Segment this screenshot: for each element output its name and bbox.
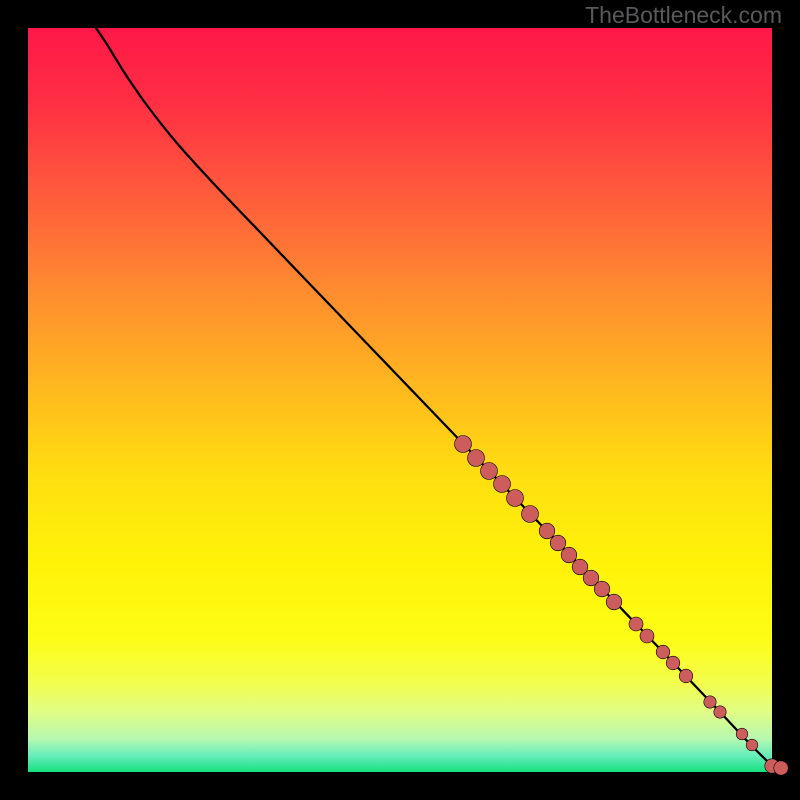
data-point xyxy=(656,645,670,659)
data-point xyxy=(629,617,643,631)
plot-gradient-area xyxy=(28,28,772,772)
data-point xyxy=(561,547,577,563)
chart-svg xyxy=(0,0,800,800)
data-point xyxy=(714,706,726,718)
data-point xyxy=(640,629,654,643)
data-point xyxy=(539,523,555,539)
data-point xyxy=(481,463,498,480)
chart-container: TheBottleneck.com xyxy=(0,0,800,800)
data-point xyxy=(507,490,524,507)
data-point xyxy=(522,506,539,523)
data-point xyxy=(666,656,680,670)
attribution-label: TheBottleneck.com xyxy=(585,2,782,29)
data-point xyxy=(704,696,716,708)
data-point xyxy=(494,476,511,493)
data-point xyxy=(746,739,758,751)
data-point xyxy=(594,581,610,597)
data-point xyxy=(606,594,622,610)
data-point xyxy=(550,535,566,551)
data-point xyxy=(468,450,485,467)
data-point xyxy=(774,761,788,775)
data-point xyxy=(455,436,472,453)
data-point xyxy=(679,669,693,683)
data-point xyxy=(736,728,748,740)
